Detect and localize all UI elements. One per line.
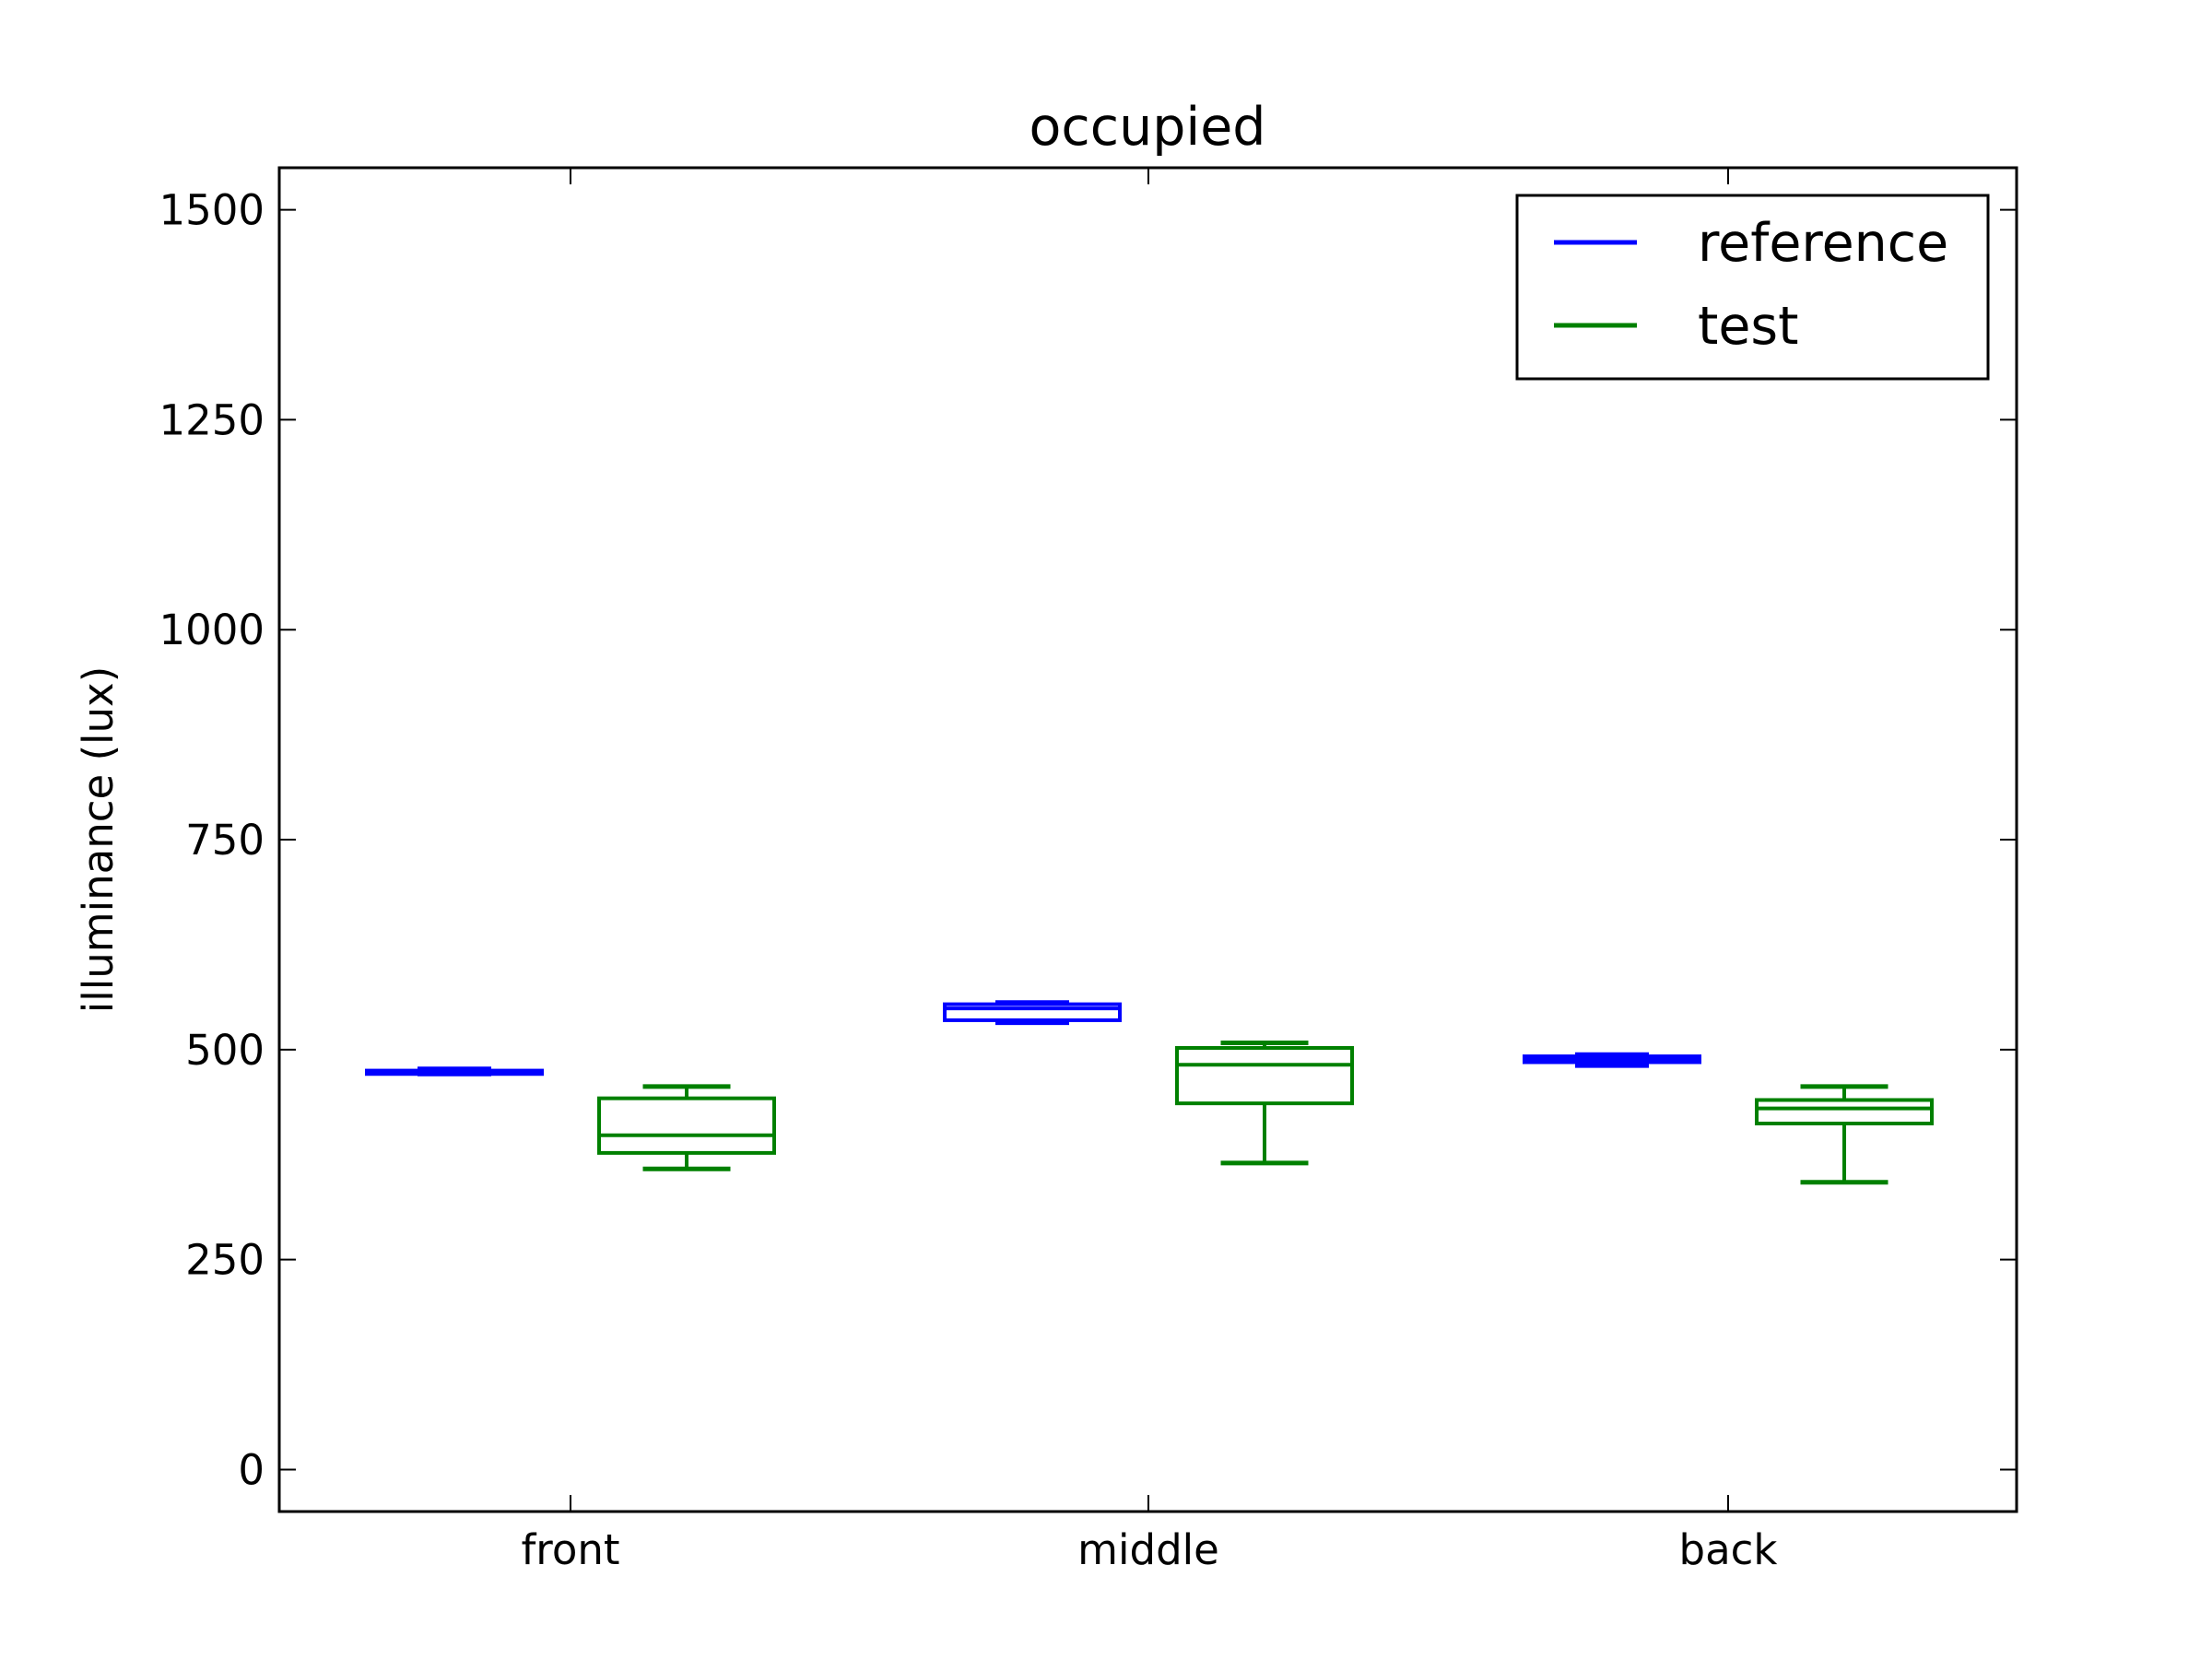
y-tick-label: 1250	[159, 395, 265, 444]
box-test-middle	[1175, 1041, 1354, 1166]
box-iqr	[1755, 1098, 1934, 1126]
y-tick-label: 500	[185, 1026, 265, 1075]
box-reference-back	[1523, 1052, 1701, 1068]
chart-title: occupied	[1030, 97, 1266, 158]
y-axis-label: illuminance (lux)	[74, 666, 123, 1013]
plot-frame	[277, 166, 2018, 1513]
box-test-back	[1755, 1084, 1934, 1185]
box-iqr	[597, 1096, 776, 1155]
legend: reference test	[1515, 194, 1990, 381]
x-tick-label-back: back	[1679, 1525, 1778, 1574]
plot-boxes	[365, 1000, 1934, 1185]
box-reference-middle	[943, 1000, 1122, 1026]
y-tick-label: 250	[185, 1236, 265, 1285]
y-axis: 0 250 500 750 1000 1250 1500	[159, 186, 2017, 1494]
x-tick-label-front: front	[521, 1525, 619, 1574]
box-reference-front	[365, 1066, 544, 1077]
y-tick-label: 1500	[159, 186, 265, 235]
x-tick-label-middle: middle	[1077, 1525, 1219, 1574]
box-iqr	[943, 1002, 1122, 1022]
box-iqr	[1175, 1045, 1354, 1106]
x-axis: front middle back	[521, 168, 1777, 1574]
box-test-front	[597, 1084, 776, 1171]
legend-frame	[1515, 194, 1990, 381]
y-tick-label: 750	[185, 816, 265, 865]
y-tick-label: 0	[238, 1445, 265, 1494]
y-tick-label: 1000	[159, 606, 265, 654]
legend-label-reference: reference	[1698, 213, 1948, 274]
legend-label-test: test	[1698, 296, 1798, 357]
